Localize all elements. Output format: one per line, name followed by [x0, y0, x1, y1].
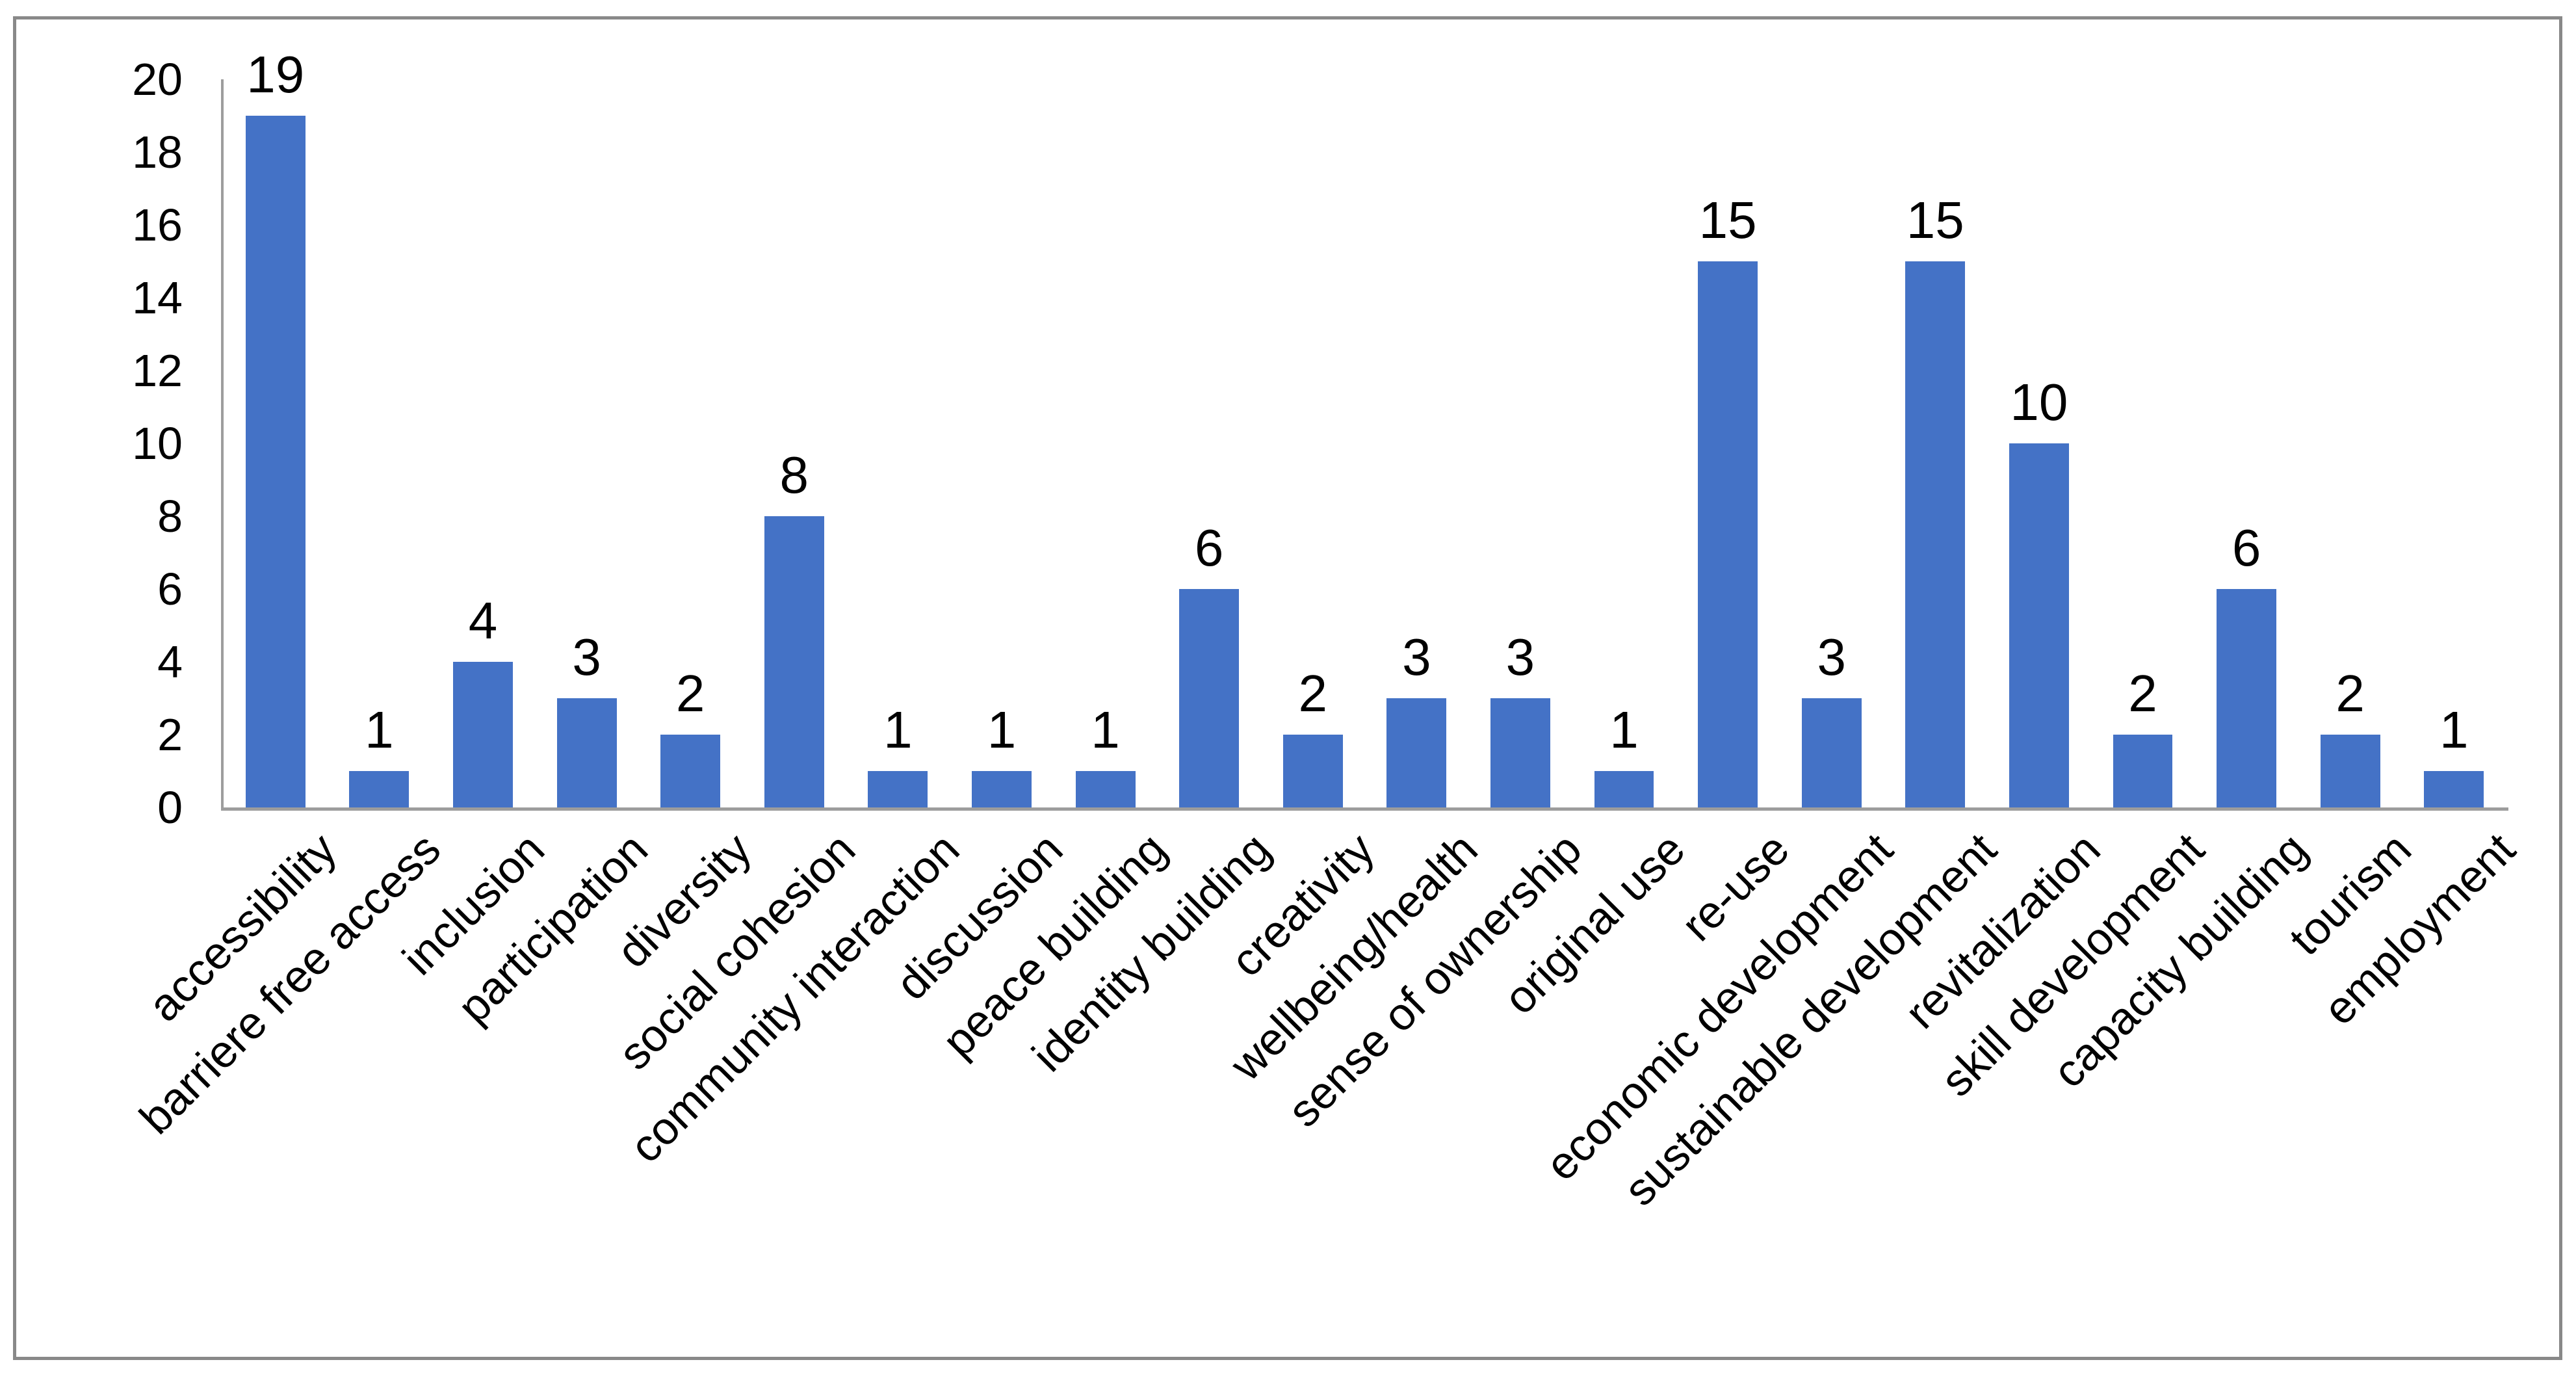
bar-column: 10 — [1987, 79, 2091, 807]
bar-value-label: 1 — [1091, 701, 1120, 759]
bar-value-label: 3 — [1817, 628, 1846, 686]
bar — [868, 771, 928, 807]
bar-value-label: 3 — [1505, 628, 1535, 686]
bar-column: 1 — [1572, 79, 1676, 807]
bar — [349, 771, 410, 807]
bar — [1594, 771, 1654, 807]
bar-value-label: 1 — [987, 701, 1017, 759]
bar — [2320, 735, 2380, 807]
bar-column: 4 — [431, 79, 535, 807]
bar-value-label: 3 — [572, 628, 601, 686]
bar-value-label: 2 — [2335, 664, 2365, 722]
y-axis-tick-label: 16 — [132, 200, 183, 250]
bar — [2009, 443, 2069, 807]
bar — [2424, 771, 2484, 807]
bar — [1282, 735, 1343, 807]
bar — [2217, 589, 2277, 807]
bar-column: 1 — [950, 79, 1054, 807]
bar-column: 2 — [1261, 79, 1365, 807]
bar-column: 8 — [742, 79, 846, 807]
bar — [1698, 261, 1758, 807]
bar — [1179, 589, 1240, 807]
bar-column: 2 — [2298, 79, 2402, 807]
bar-value-label: 8 — [779, 446, 809, 504]
bar — [1386, 698, 1447, 807]
bar-column: 1 — [1054, 79, 1158, 807]
bar-column: 6 — [1157, 79, 1261, 807]
bar-value-label: 1 — [1609, 701, 1639, 759]
y-axis-tick-label: 6 — [157, 564, 183, 614]
bar-value-label: 3 — [1402, 628, 1431, 686]
y-axis-tick-label: 10 — [132, 418, 183, 469]
y-axis-tick-label: 8 — [157, 491, 183, 542]
bar-value-label: 15 — [1698, 191, 1757, 249]
y-axis-tick-label: 18 — [132, 127, 183, 177]
bars-area: 19 1 4 3 2 8 1 1 1 6 2 3 3 1 15 3 15 10 2 6 2 1 — [224, 48, 2506, 807]
bar-value-label: 19 — [246, 46, 305, 103]
y-axis-line — [221, 79, 224, 810]
bar — [1801, 698, 1862, 807]
bar — [453, 662, 513, 807]
bar-column: 3 — [1468, 79, 1572, 807]
y-axis-tick-label: 12 — [132, 345, 183, 396]
bar-column: 1 — [846, 79, 950, 807]
chart-frame: 0 2 4 6 8 10 12 14 16 18 20 19 1 4 3 2 8 1 1 1 6 2 3 3 1 15 3 15 10 2… — [13, 16, 2562, 1360]
bar-column: 19 — [224, 48, 328, 807]
bar-value-label: 2 — [1298, 664, 1327, 722]
bar-column: 15 — [1676, 79, 1780, 807]
bar-value-label: 2 — [2128, 664, 2157, 722]
x-axis-line — [221, 807, 2508, 811]
bar-column: 3 — [1780, 79, 1884, 807]
bar-value-label: 6 — [1194, 519, 1224, 577]
bar — [2113, 735, 2173, 807]
bar-value-label: 2 — [675, 664, 705, 722]
bar — [556, 698, 617, 807]
bar-column: 2 — [2091, 79, 2195, 807]
bar — [1075, 771, 1136, 807]
bar-value-label: 6 — [2231, 519, 2261, 577]
y-axis-tick-label: 2 — [157, 709, 183, 760]
bar — [764, 516, 824, 807]
bar-value-label: 1 — [883, 701, 913, 759]
bar-column: 1 — [2402, 79, 2506, 807]
bar-column: 3 — [1365, 79, 1469, 807]
bar-value-label: 15 — [1906, 191, 1964, 249]
y-axis-tick-label: 14 — [132, 272, 183, 323]
bar — [971, 771, 1032, 807]
bar — [245, 116, 306, 807]
y-axis-tick-label: 20 — [132, 54, 183, 105]
bar-column: 6 — [2194, 79, 2298, 807]
bar-value-label: 1 — [365, 701, 394, 759]
y-axis-tick-label: 4 — [157, 636, 183, 687]
bar-value-label: 4 — [468, 592, 498, 649]
bar-column: 3 — [535, 79, 639, 807]
bar — [660, 735, 721, 807]
bar-value-label: 1 — [2439, 701, 2469, 759]
bar-column: 15 — [1884, 79, 1988, 807]
bar — [1490, 698, 1550, 807]
y-axis-tick-label: 0 — [157, 782, 183, 833]
bar-value-label: 10 — [2010, 373, 2068, 431]
bar-column: 2 — [638, 79, 742, 807]
bar-column: 1 — [328, 79, 432, 807]
bar — [1905, 261, 1966, 807]
